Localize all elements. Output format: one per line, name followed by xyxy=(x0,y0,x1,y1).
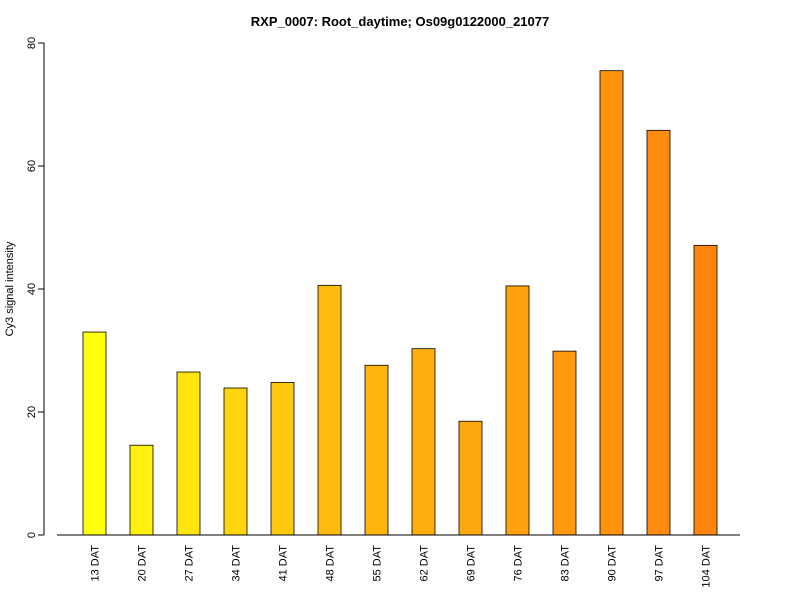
x-tick-label: 48 DAT xyxy=(325,545,337,582)
bar-90-dat xyxy=(599,70,624,536)
x-tick-label: 34 DAT xyxy=(231,545,243,582)
bar-69-dat xyxy=(458,420,483,536)
x-axis: 13 DAT 20 DAT 27 DAT 34 DAT 41 DAT 48 DAT 55 D… xyxy=(57,534,740,588)
x-tick-label: 20 DAT xyxy=(137,545,149,582)
x-tick-label: 104 DAT xyxy=(701,545,713,588)
bar-34-dat xyxy=(223,387,248,536)
x-tick-label: 55 DAT xyxy=(372,545,384,582)
x-tick-label: 27 DAT xyxy=(184,545,196,582)
y-tick-label: 80 xyxy=(26,37,38,49)
x-tick-label: 83 DAT xyxy=(560,545,572,582)
bar-55-dat xyxy=(364,364,389,536)
bar-41-dat xyxy=(270,382,295,536)
bar-48-dat xyxy=(317,284,342,536)
y-tick-label: 0 xyxy=(26,532,38,538)
bars-group xyxy=(82,70,718,536)
x-tick-label: 90 DAT xyxy=(607,545,619,582)
bar-104-dat xyxy=(693,244,718,536)
y-tick-label: 40 xyxy=(26,283,38,295)
y-axis-title: Cy3 signal intensity xyxy=(4,241,16,336)
bar-97-dat xyxy=(646,129,671,536)
bar-76-dat xyxy=(505,285,530,536)
y-tick-label: 20 xyxy=(26,406,38,418)
x-tick-label: 69 DAT xyxy=(466,545,478,582)
bar-27-dat xyxy=(176,371,201,536)
x-tick-label: 41 DAT xyxy=(278,545,290,582)
bar-83-dat xyxy=(552,350,577,536)
bar-62-dat xyxy=(411,348,436,536)
x-tick-label: 97 DAT xyxy=(654,545,666,582)
y-axis: 0 20 40 60 80 xyxy=(26,37,45,538)
y-tick-label: 60 xyxy=(26,160,38,172)
x-tick-label: 76 DAT xyxy=(513,545,525,582)
chart-title: RXP_0007: Root_daytime; Os09g0122000_210… xyxy=(251,14,549,29)
x-tick-label: 62 DAT xyxy=(419,545,431,582)
bar-13-dat xyxy=(82,331,107,536)
x-tick-label: 13 DAT xyxy=(90,545,102,582)
bar-20-dat xyxy=(129,444,154,536)
